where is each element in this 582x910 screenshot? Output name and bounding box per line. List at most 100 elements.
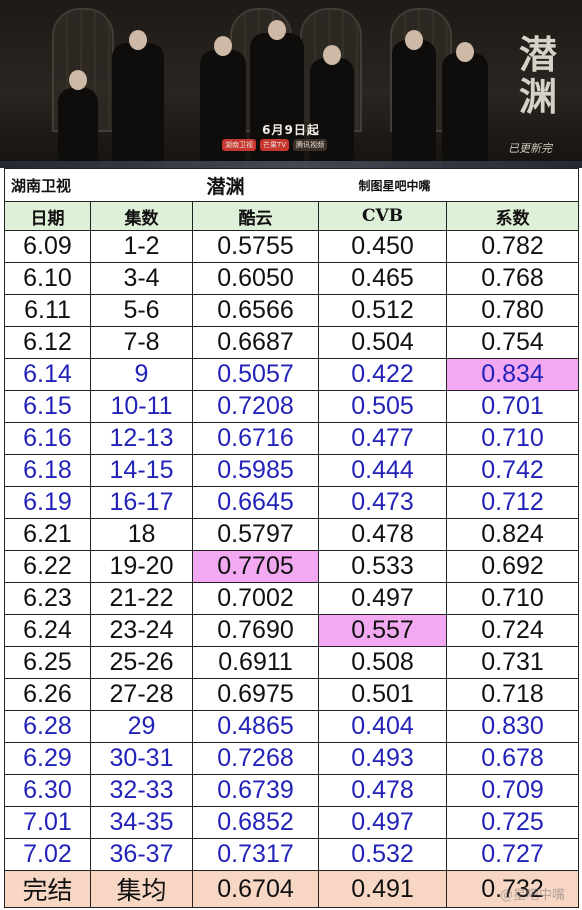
cell-kuyun: 0.6739 <box>192 774 320 807</box>
cell-episodes: 18 <box>89 518 194 551</box>
cell-kuyun: 0.7208 <box>192 390 320 423</box>
cell-episodes: 12-13 <box>89 422 194 455</box>
cell-coefficient: 0.710 <box>446 582 580 615</box>
cell-coefficient: 0.718 <box>446 678 580 711</box>
cell-date: 6.18 <box>4 454 91 487</box>
cell-episodes: 19-20 <box>89 550 194 583</box>
channel-label: 湖南卫视 <box>3 168 193 202</box>
sponsor-logo: 芒果TV <box>260 139 290 151</box>
cell-cvb: 0.444 <box>318 454 448 487</box>
cell-date: 6.29 <box>4 742 91 775</box>
table-row: 6.26 27-28 0.6975 0.501 0.718 <box>4 678 580 711</box>
cell-kuyun: 0.6911 <box>192 646 320 679</box>
summary-label: 完结 <box>4 870 91 908</box>
cell-kuyun: 0.5755 <box>192 230 320 263</box>
cell-cvb: 0.501 <box>318 678 448 711</box>
drama-poster: 潜渊 已更新完 6月9日起 湖南卫视 芒果TV 腾讯视频 <box>0 0 582 168</box>
poster-figure-head <box>129 30 147 50</box>
cell-episodes: 9 <box>89 358 194 391</box>
poster-sponsors: 湖南卫视 芒果TV 腾讯视频 <box>222 139 328 151</box>
cell-coefficient: 0.725 <box>446 806 580 839</box>
cell-kuyun: 0.5057 <box>192 358 320 391</box>
poster-figure-head <box>214 36 232 56</box>
cell-kuyun: 0.6716 <box>192 422 320 455</box>
cell-kuyun: 0.7268 <box>192 742 320 775</box>
summary-row: 完结 集均 0.6704 0.491 0.732 <box>4 870 580 908</box>
header-coefficient: 系数 <box>446 201 580 231</box>
header-date: 日期 <box>4 201 91 231</box>
cell-coefficient: 0.701 <box>446 390 580 423</box>
cell-cvb: 0.504 <box>318 326 448 359</box>
poster-figure <box>392 40 436 168</box>
cell-episodes: 14-15 <box>89 454 194 487</box>
cell-kuyun: 0.6852 <box>192 806 320 839</box>
table-row: 6.09 1-2 0.5755 0.450 0.782 <box>4 230 580 263</box>
poster-figure-head <box>268 20 286 40</box>
ratings-table: 湖南卫视 潜渊 制图星吧中嘴 日期 集数 酷云 CVB 系数 6.09 1-2 0.… <box>3 168 580 908</box>
poster-figure <box>310 58 354 168</box>
table-row: 6.18 14-15 0.5985 0.444 0.742 <box>4 454 580 487</box>
poster-figure-head <box>323 45 341 65</box>
cell-episodes: 32-33 <box>89 774 194 807</box>
cell-coefficient: 0.727 <box>446 838 580 871</box>
cell-kuyun: 0.7690 <box>192 614 320 647</box>
header-kuyun: 酷云 <box>192 201 320 231</box>
cell-episodes: 3-4 <box>89 262 194 295</box>
table-row: 6.22 19-20 0.7705 0.533 0.692 <box>4 550 580 583</box>
cell-date: 6.10 <box>4 262 91 295</box>
header-row: 日期 集数 酷云 CVB 系数 <box>4 201 580 231</box>
cell-episodes: 34-35 <box>89 806 194 839</box>
cell-coefficient: 0.710 <box>446 422 580 455</box>
cell-cvb: 0.557 <box>318 614 448 647</box>
table-row: 6.16 12-13 0.6716 0.477 0.710 <box>4 422 580 455</box>
table-row: 6.14 9 0.5057 0.422 0.834 <box>4 358 580 391</box>
table-row: 6.29 30-31 0.7268 0.493 0.678 <box>4 742 580 775</box>
table-title: 潜渊 <box>192 168 319 202</box>
poster-title: 潜渊 <box>518 32 557 119</box>
poster-figure-head <box>405 30 423 50</box>
cell-coefficient: 0.782 <box>446 230 580 263</box>
cell-kuyun: 0.4865 <box>192 710 320 743</box>
cell-episodes: 29 <box>89 710 194 743</box>
cell-cvb: 0.505 <box>318 390 448 423</box>
table-row: 6.30 32-33 0.6739 0.478 0.709 <box>4 774 580 807</box>
cell-cvb: 0.477 <box>318 422 448 455</box>
cell-episodes: 27-28 <box>89 678 194 711</box>
cell-episodes: 1-2 <box>89 230 194 263</box>
cell-date: 6.23 <box>4 582 91 615</box>
poster-subtitle: 已更新完 <box>508 142 552 155</box>
cell-coefficient: 0.830 <box>446 710 580 743</box>
cell-kuyun: 0.5985 <box>192 454 320 487</box>
cell-date: 6.26 <box>4 678 91 711</box>
table-row: 7.01 34-35 0.6852 0.497 0.725 <box>4 806 580 839</box>
summary-episodes: 集均 <box>89 870 194 908</box>
cell-episodes: 25-26 <box>89 646 194 679</box>
cell-cvb: 0.478 <box>318 518 448 551</box>
poster-bottom-strip <box>0 161 582 168</box>
table-title-row: 湖南卫视 潜渊 制图星吧中嘴 <box>3 168 580 202</box>
cell-cvb: 0.508 <box>318 646 448 679</box>
summary-cvb: 0.491 <box>318 870 448 908</box>
cell-coefficient: 0.692 <box>446 550 580 583</box>
cell-cvb: 0.465 <box>318 262 448 295</box>
table-row: 6.28 29 0.4865 0.404 0.830 <box>4 710 580 743</box>
cell-episodes: 7-8 <box>89 326 194 359</box>
cell-cvb: 0.493 <box>318 742 448 775</box>
cell-date: 6.21 <box>4 518 91 551</box>
cell-date: 7.01 <box>4 806 91 839</box>
header-cvb: CVB <box>318 201 448 231</box>
cell-date: 6.19 <box>4 486 91 519</box>
table-row: 6.24 23-24 0.7690 0.557 0.724 <box>4 614 580 647</box>
cell-coefficient: 0.712 <box>446 486 580 519</box>
cell-coefficient: 0.742 <box>446 454 580 487</box>
table-row: 6.12 7-8 0.6687 0.504 0.754 <box>4 326 580 359</box>
cell-kuyun: 0.6645 <box>192 486 320 519</box>
cell-cvb: 0.473 <box>318 486 448 519</box>
cell-episodes: 36-37 <box>89 838 194 871</box>
cell-kuyun: 0.6687 <box>192 326 320 359</box>
table-row: 6.23 21-22 0.7002 0.497 0.710 <box>4 582 580 615</box>
poster-figure-head <box>69 70 87 90</box>
table-row: 6.21 18 0.5797 0.478 0.824 <box>4 518 580 551</box>
cell-kuyun: 0.7705 <box>192 550 320 583</box>
cell-coefficient: 0.709 <box>446 774 580 807</box>
